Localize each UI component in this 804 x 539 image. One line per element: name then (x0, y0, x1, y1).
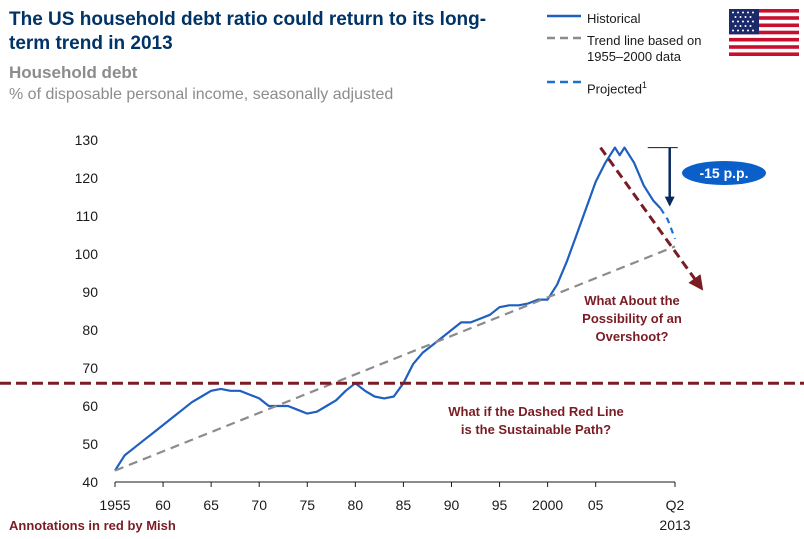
x-tick-label: 95 (492, 497, 508, 513)
legend-label-projected: Projected1 (587, 77, 717, 97)
chart-unit-label: % of disposable personal income, seasona… (9, 86, 394, 103)
legend-footnote-marker: 1 (641, 80, 647, 90)
legend-swatch-trend (547, 36, 581, 40)
series-line-projected (659, 207, 677, 240)
legend-swatch-historical (547, 14, 581, 18)
overshoot-annotation-line: Possibility of an (582, 311, 682, 326)
legend-item-historical: Historical (547, 9, 717, 31)
y-tick-label: 40 (82, 474, 98, 490)
x-tick-label: 70 (251, 497, 267, 513)
y-tick-label: 60 (82, 398, 98, 414)
x-tick-label: Q2 (666, 497, 685, 513)
annotation-credit: Annotations in red by Mish (9, 518, 176, 533)
series-line-historical (114, 146, 662, 472)
legend-item-trend: Trend line based on 1955–2000 data (547, 31, 717, 75)
legend-label-historical: Historical (587, 11, 641, 26)
x-tick-label: 80 (348, 497, 364, 513)
x-tick-label: 1955 (99, 497, 130, 513)
x-tick-label: 85 (396, 497, 412, 513)
y-tick-label: 120 (75, 170, 99, 186)
x-tick-label: 2000 (532, 497, 563, 513)
overshoot-annotation-line: Overshoot? (596, 329, 669, 344)
y-tick-label: 80 (82, 322, 98, 338)
x-tick-label: 75 (299, 497, 315, 513)
reduction-badge-label: -15 p.p. (699, 165, 748, 181)
legend-item-projected: Projected1 (547, 75, 717, 97)
legend-swatch-projected (547, 80, 581, 84)
x-tick-label: 65 (203, 497, 219, 513)
series-line-trend (114, 245, 676, 472)
legend-label-trend: Trend line based on 1955–2000 data (587, 33, 702, 64)
x-tick-label: 90 (444, 497, 460, 513)
y-tick-label: 110 (76, 208, 99, 224)
y-tick-label: 90 (82, 284, 98, 300)
overshoot-arrow (599, 146, 704, 291)
legend-label-projected-text: Projected (587, 81, 642, 97)
legend: Historical Trend line based on 1955–2000… (547, 9, 717, 97)
chart-subtitle: Household debt (9, 63, 138, 82)
y-tick-label: 130 (75, 132, 99, 148)
overshoot-annotation-line: What About the (584, 293, 680, 308)
sustainable-annotation-line: What if the Dashed Red Line (448, 404, 624, 419)
x-tick-label: 05 (588, 497, 604, 513)
y-tick-label: 70 (82, 360, 98, 376)
chart-title: The US household debt ratio could return… (9, 9, 487, 54)
x-tick-label: 2013 (659, 517, 690, 533)
y-tick-label: 100 (75, 246, 99, 262)
reduction-badge (682, 161, 766, 185)
us-flag-icon (729, 9, 799, 56)
sustainable-annotation-line: is the Sustainable Path? (461, 422, 611, 437)
y-tick-label: 50 (82, 436, 98, 452)
x-tick-label: 60 (155, 497, 171, 513)
